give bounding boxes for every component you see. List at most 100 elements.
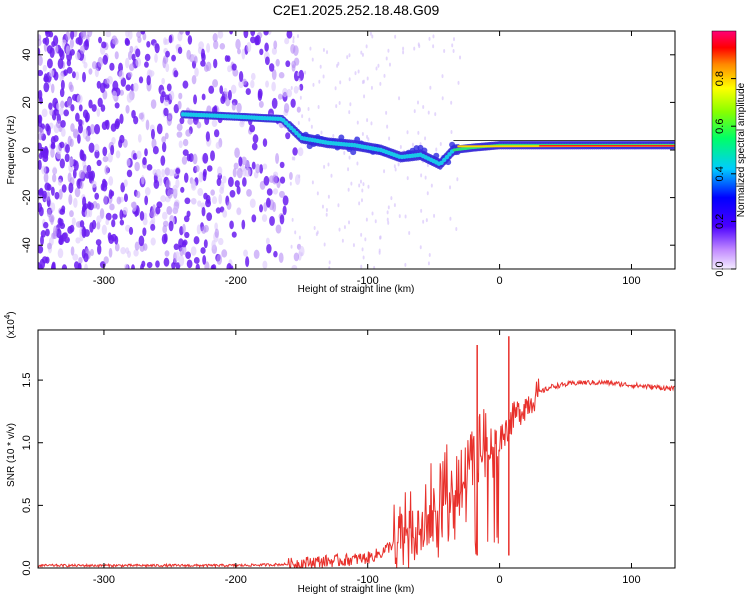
noise-blob bbox=[46, 242, 52, 250]
top-xlabel: Height of straight line (km) bbox=[298, 284, 415, 295]
noise-blob bbox=[229, 31, 234, 35]
noise-blob bbox=[105, 219, 110, 226]
noise-blob bbox=[173, 70, 179, 78]
noise-blob bbox=[255, 163, 261, 174]
noise-blob bbox=[65, 143, 70, 154]
y-tick-label: -40 bbox=[21, 237, 33, 253]
noise-blob bbox=[167, 112, 173, 120]
noise-blob bbox=[120, 182, 125, 193]
noise-blob bbox=[104, 165, 109, 175]
colorbar-tick-label: 0.8 bbox=[714, 71, 726, 86]
noise-blob bbox=[228, 89, 232, 101]
noise-blob bbox=[290, 244, 293, 249]
noise-blob bbox=[38, 89, 43, 100]
noise-blob bbox=[450, 129, 453, 134]
noise-blob bbox=[408, 231, 411, 236]
noise-blob bbox=[135, 57, 142, 67]
noise-blob bbox=[402, 50, 405, 55]
noise-blob bbox=[57, 248, 64, 259]
noise-blob bbox=[112, 213, 118, 220]
noise-blob bbox=[348, 155, 351, 160]
noise-blob bbox=[358, 183, 361, 188]
noise-blob bbox=[202, 152, 209, 164]
noise-blob bbox=[348, 220, 351, 225]
noise-blob bbox=[413, 46, 416, 51]
noise-blob bbox=[371, 34, 374, 39]
x-tick-label: -100 bbox=[357, 275, 379, 287]
noise-blob bbox=[172, 206, 179, 215]
noise-blob bbox=[102, 146, 108, 157]
noise-blob bbox=[286, 31, 293, 39]
noise-blob bbox=[201, 206, 206, 217]
noise-blob bbox=[184, 197, 191, 205]
noise-blob bbox=[211, 119, 218, 127]
noise-blob bbox=[104, 119, 109, 127]
noise-blob bbox=[360, 198, 363, 203]
noise-blob bbox=[91, 219, 97, 230]
noise-blob bbox=[318, 79, 321, 84]
noise-blob bbox=[367, 137, 370, 142]
noise-blob bbox=[320, 130, 323, 135]
y-tick-label: 1.5 bbox=[21, 372, 33, 387]
noise-blob bbox=[160, 155, 166, 166]
noise-blob bbox=[164, 132, 169, 140]
noise-blob bbox=[125, 57, 130, 69]
noise-blob bbox=[237, 48, 241, 55]
noise-blob bbox=[111, 35, 118, 45]
noise-blob bbox=[283, 102, 290, 114]
noise-blob bbox=[182, 223, 186, 234]
noise-blob bbox=[83, 61, 88, 69]
noise-blob bbox=[211, 239, 216, 250]
noise-blob bbox=[361, 80, 364, 85]
noise-blob bbox=[105, 31, 112, 38]
noise-blob bbox=[397, 162, 400, 167]
noise-blob bbox=[150, 128, 155, 140]
noise-blob bbox=[60, 100, 65, 109]
noise-blob bbox=[202, 255, 207, 265]
noise-blob bbox=[96, 221, 101, 230]
noise-blob bbox=[451, 43, 454, 48]
noise-blob bbox=[245, 88, 251, 96]
noise-blob bbox=[343, 225, 346, 230]
noise-blob bbox=[38, 206, 44, 217]
noise-blob bbox=[118, 70, 125, 80]
noise-blob bbox=[187, 35, 193, 45]
noise-blob bbox=[296, 106, 301, 113]
noise-blob bbox=[263, 175, 270, 186]
noise-blob bbox=[366, 134, 369, 139]
noise-blob bbox=[72, 168, 77, 179]
noise-blob bbox=[91, 104, 97, 112]
noise-blob bbox=[347, 167, 350, 172]
noise-blob bbox=[131, 53, 136, 61]
noise-blob bbox=[243, 249, 248, 257]
noise-blob bbox=[94, 67, 99, 78]
noise-blob bbox=[269, 215, 275, 226]
noise-blob bbox=[236, 167, 243, 179]
noise-blob bbox=[108, 247, 113, 258]
noise-blob bbox=[38, 142, 42, 151]
noise-blob bbox=[69, 157, 74, 167]
noise-blob bbox=[142, 157, 147, 166]
noise-blob bbox=[387, 48, 390, 53]
noise-blob bbox=[443, 48, 446, 53]
noise-blob bbox=[427, 110, 430, 115]
noise-blob bbox=[175, 178, 180, 189]
noise-blob bbox=[393, 203, 396, 208]
noise-blob bbox=[231, 63, 237, 71]
noise-blob bbox=[66, 97, 72, 109]
noise-blob bbox=[238, 80, 244, 89]
noise-blob bbox=[94, 149, 100, 159]
noise-blob bbox=[114, 102, 120, 109]
noise-blob bbox=[358, 201, 361, 206]
noise-blob bbox=[146, 75, 151, 86]
noise-blob bbox=[69, 210, 74, 218]
noise-blob bbox=[126, 92, 133, 103]
noise-blob bbox=[369, 31, 372, 36]
noise-blob bbox=[43, 73, 48, 82]
noise-blob bbox=[241, 219, 246, 230]
noise-blob bbox=[218, 194, 223, 205]
noise-blob bbox=[126, 169, 133, 178]
noise-blob bbox=[231, 231, 237, 238]
noise-blob bbox=[80, 31, 87, 40]
